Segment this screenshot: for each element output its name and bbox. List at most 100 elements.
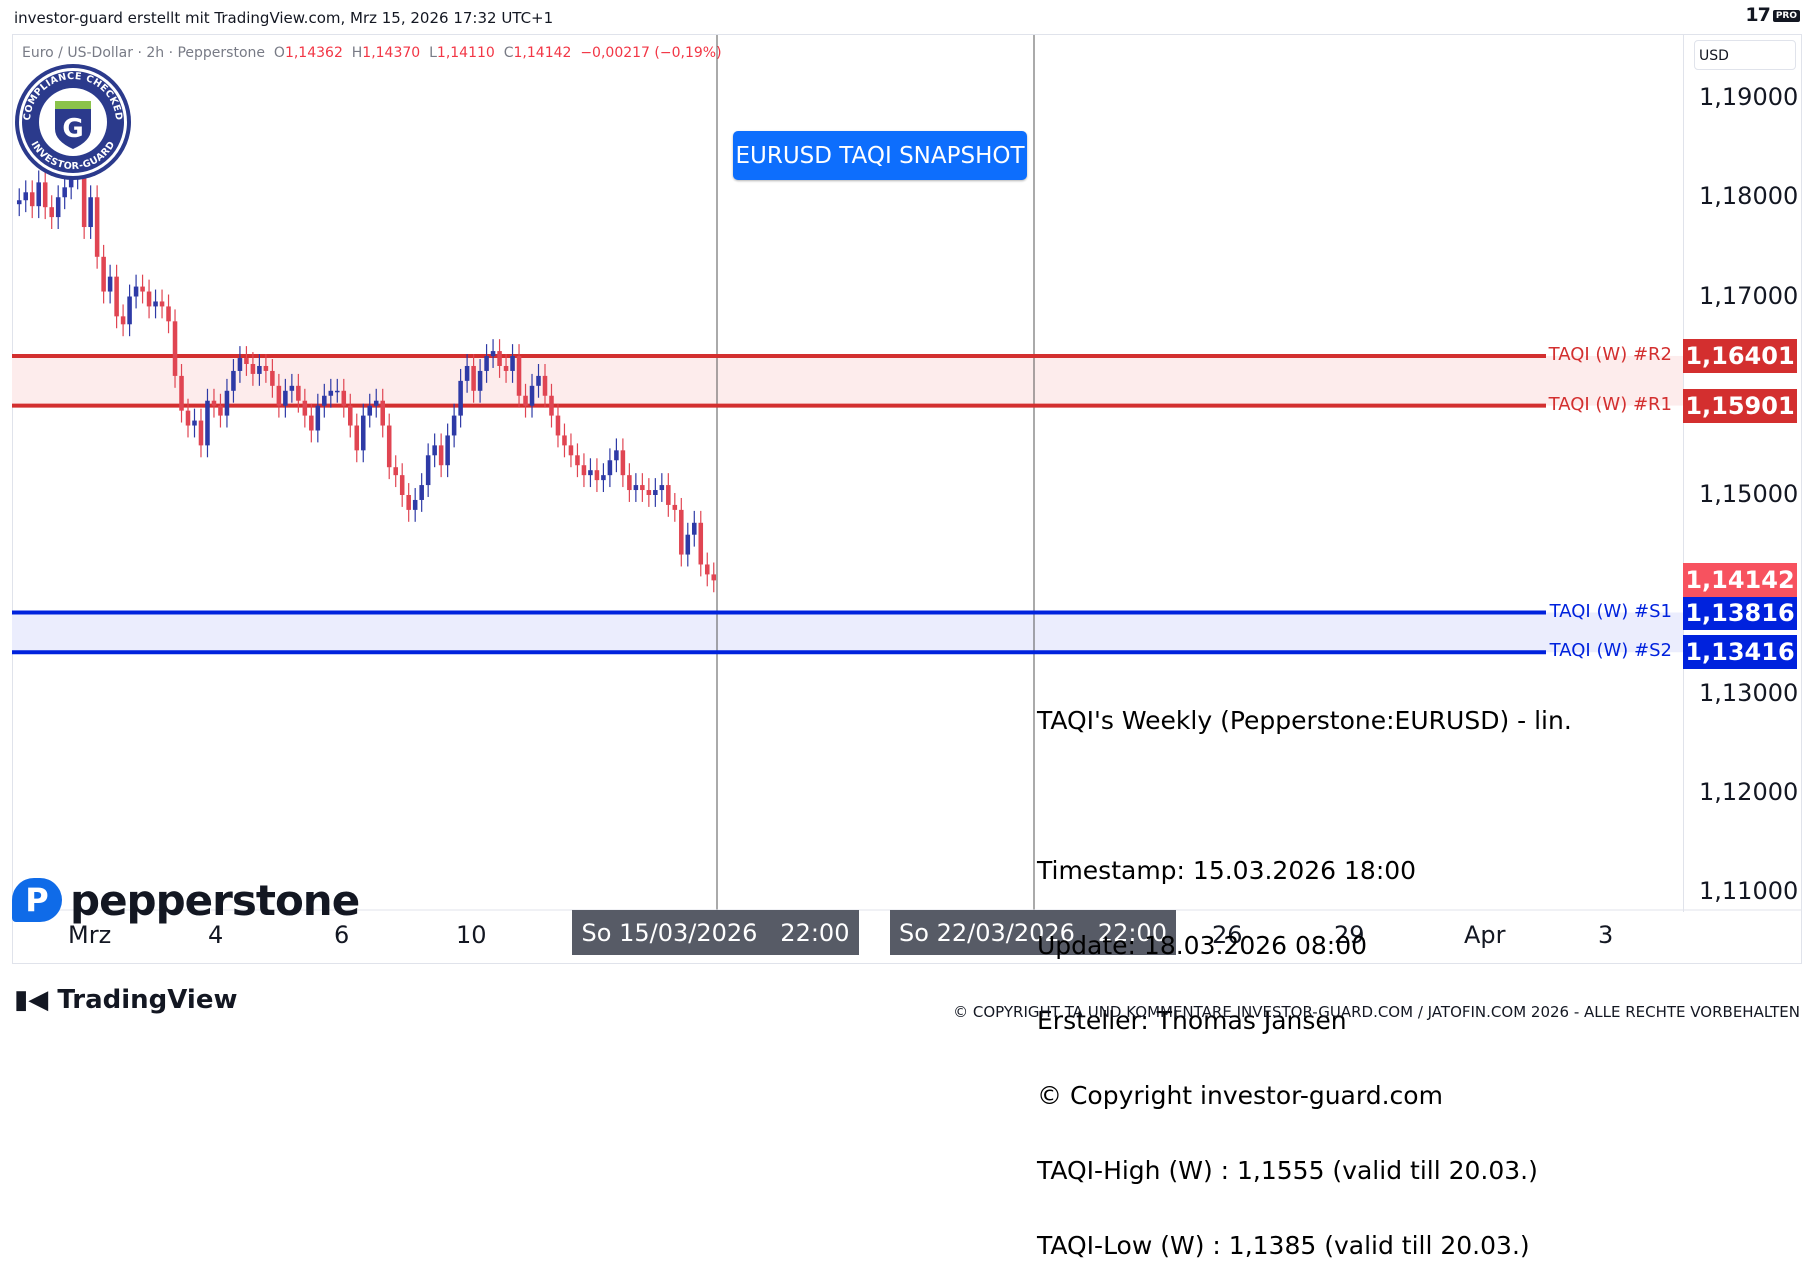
candle-body: [672, 504, 678, 510]
candle-body: [244, 358, 249, 364]
time-tick-label: 6: [334, 921, 350, 949]
candle-body: [406, 495, 411, 510]
support-zone: [12, 612, 1683, 653]
time-highlight-label: So 22/03/2026 22:00: [890, 910, 1176, 955]
candle-body: [237, 358, 243, 371]
taqi-info-panel: TAQI's Weekly (Pepperstone:EURUSD) - lin…: [1037, 658, 1572, 1283]
candle-body: [614, 450, 619, 461]
price-tick-label: 1,11000: [1699, 877, 1799, 905]
candle-body: [503, 365, 509, 371]
pepperstone-logo: P pepperstone: [12, 875, 360, 925]
candle-body: [692, 522, 697, 535]
candle-body: [146, 291, 152, 307]
candle-body: [620, 450, 626, 476]
level-name-label: TAQI (W) #S2: [1549, 640, 1672, 662]
candle-body: [49, 207, 54, 218]
change-value: −0,00217 (−0,19%): [580, 45, 722, 61]
candle-body: [640, 485, 645, 491]
price-scale[interactable]: [1683, 34, 1803, 912]
snapshot-title-box: EURUSD TAQI SNAPSHOT: [733, 131, 1027, 180]
time-tick-label: Apr: [1464, 921, 1506, 949]
candle-body: [81, 162, 87, 228]
candle-body: [549, 395, 554, 416]
high-value: 1,14370: [362, 45, 421, 61]
candle-body: [107, 276, 113, 292]
candle-body: [153, 301, 158, 307]
candle-body: [607, 460, 613, 476]
candle-body: [133, 286, 139, 297]
info-update: Update: 18.03.2026 08:00: [1037, 931, 1368, 960]
candle-body: [588, 470, 593, 476]
price-tick-label: 1,18000: [1699, 182, 1799, 211]
pepperstone-mark-icon: P: [12, 878, 62, 922]
candle-body: [555, 415, 561, 436]
candle-body: [484, 356, 489, 371]
compliance-checked-badge-icon: COMPLIANCE CHECKED INVESTOR-GUARD G: [15, 64, 131, 180]
candle-body: [627, 475, 632, 491]
level-price-box: 1,16401: [1683, 338, 1797, 373]
chart-canvas[interactable]: [0, 0, 1814, 1035]
candle-body: [633, 485, 639, 491]
candle-body: [179, 375, 184, 411]
candle-body: [205, 400, 210, 446]
candle-body: [36, 182, 41, 207]
candle-body: [224, 390, 230, 416]
candle-body: [399, 475, 405, 495]
candle-body: [29, 192, 35, 207]
open-value: 1,14362: [284, 45, 343, 61]
candle-body: [114, 276, 119, 317]
badge-letter: G: [62, 114, 83, 144]
candle-body: [166, 306, 171, 322]
candle-body: [711, 574, 717, 581]
candle-body: [315, 405, 321, 431]
candle-body: [510, 356, 515, 371]
price-tick-label: 1,12000: [1699, 777, 1799, 806]
candle-body: [218, 405, 223, 416]
candle-body: [309, 415, 314, 431]
candle-body: [276, 385, 282, 406]
candle-body: [302, 400, 308, 416]
candle-body: [562, 435, 567, 446]
tradingview-logo-icon: ▮◀: [14, 985, 49, 1015]
candle-body: [477, 370, 483, 391]
candle-body: [451, 415, 457, 436]
currency-button[interactable]: USD: [1694, 40, 1796, 70]
current-price-box: 1,14142: [1683, 563, 1797, 598]
candle-body: [192, 420, 197, 426]
candle-body: [464, 365, 470, 381]
price-tick-label: 1,15000: [1699, 480, 1799, 508]
candle-body: [335, 390, 340, 393]
candle-body: [94, 197, 100, 257]
candle-body: [704, 564, 710, 575]
low-value: 1,14110: [436, 45, 495, 61]
chart-frame: [12, 34, 1802, 964]
level-name-label: TAQI (W) #S1: [1549, 600, 1672, 622]
low-label: L: [429, 45, 437, 61]
price-tick-label: 1,19000: [1699, 83, 1799, 111]
chart-header-text: investor-guard erstellt mit TradingView.…: [14, 9, 554, 27]
candle-body: [386, 425, 392, 468]
time-tick-label: 29: [1334, 921, 1365, 949]
candle-body: [62, 187, 67, 198]
copyright-footer: © COPYRIGHT TA UND KOMMENTARE INVESTOR-G…: [953, 1003, 1800, 1021]
candle-body: [211, 400, 217, 406]
info-taqi-low: TAQI-Low (W) : 1,1385 (valid till 20.03.…: [1037, 1231, 1530, 1260]
candle-body: [120, 316, 126, 325]
candle-body: [283, 390, 288, 406]
candle-body: [653, 490, 658, 495]
candle-body: [231, 370, 236, 391]
level-name-label: TAQI (W) #R1: [1548, 393, 1672, 415]
level-price-box: 1,13816: [1683, 595, 1797, 630]
candle-body: [646, 490, 652, 495]
close-label: C: [503, 45, 514, 61]
candle-body: [101, 256, 106, 292]
symbol-ohlc-legend: Euro / US-Dollar · 2h · Pepperstone O1,1…: [22, 45, 722, 61]
candle-body: [601, 475, 606, 481]
candle-body: [354, 425, 360, 451]
candle-body: [373, 400, 379, 406]
symbol-name: Euro / US-Dollar · 2h · Pepperstone: [22, 45, 266, 61]
candle-body: [425, 455, 431, 486]
candle-body: [263, 365, 269, 371]
tradingview-pro-logo: 17 PRO: [1745, 4, 1800, 26]
candle-body: [419, 485, 424, 500]
